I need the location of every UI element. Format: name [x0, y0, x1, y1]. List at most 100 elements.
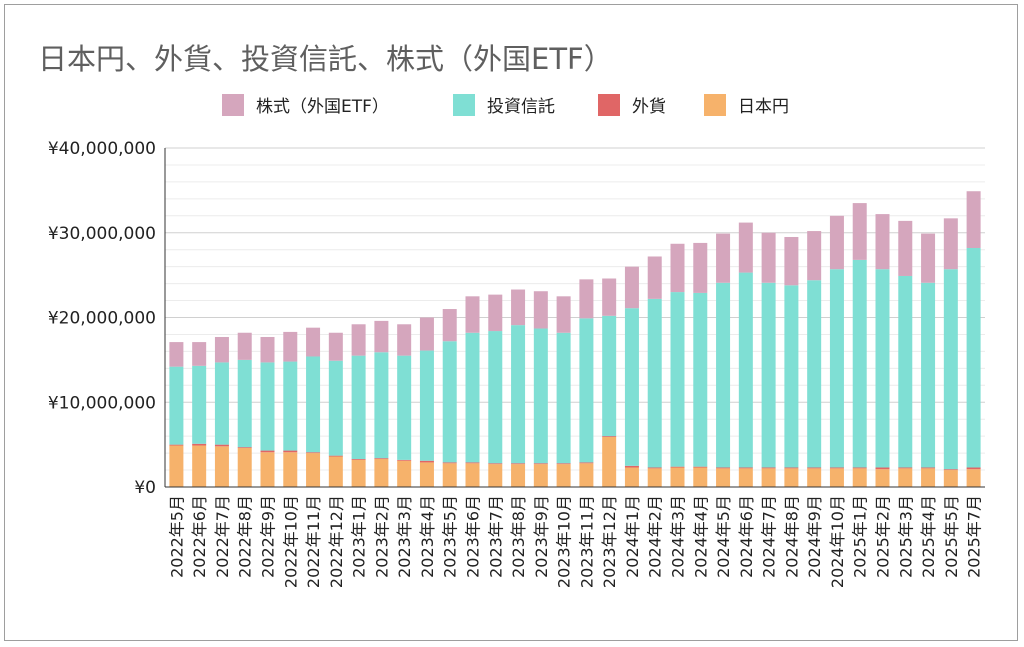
bar-segment-2 — [214, 362, 229, 445]
bar-segment-1 — [966, 467, 981, 470]
legend-item-funds[interactable]: 投資信託 — [453, 92, 555, 117]
bar-segment-0 — [283, 452, 298, 487]
x-tick-label: 2024年4月 — [691, 495, 710, 578]
bar-segment-0 — [306, 453, 321, 487]
bar-segment-0 — [442, 463, 457, 487]
bar-segment-3 — [260, 336, 275, 363]
bar-segment-3 — [488, 294, 503, 332]
x-tick-label: 2023年9月 — [532, 495, 551, 578]
bar-segment-3 — [237, 332, 252, 360]
bar-segment-1 — [647, 467, 662, 469]
bar-segment-0 — [419, 462, 434, 487]
bar-segment-1 — [169, 444, 184, 446]
x-tick-label: 2022年12月 — [327, 495, 346, 588]
bar-segment-1 — [761, 467, 776, 469]
bar-segment-2 — [966, 248, 981, 468]
x-tick-label: 2024年3月 — [669, 495, 688, 578]
x-tick-label: 2023年6月 — [464, 495, 483, 578]
bar-segment-2 — [328, 360, 343, 456]
x-tick-label: 2024年6月 — [737, 495, 756, 578]
bar-segment-3 — [351, 324, 366, 356]
bar-segment-2 — [579, 318, 594, 463]
chart-title: 日本円、外貨、投資信託、株式（外国ETF） — [38, 42, 613, 76]
bar-segment-3 — [738, 222, 753, 273]
bar-segment-3 — [511, 289, 526, 326]
bar-segment-3 — [829, 215, 844, 270]
x-tick-label: 2022年11月 — [304, 495, 323, 588]
bar-segment-0 — [328, 456, 343, 487]
bar-segment-1 — [328, 455, 343, 457]
bar-segment-3 — [647, 256, 662, 299]
bar-segment-3 — [283, 331, 298, 362]
bar-segment-2 — [624, 308, 639, 466]
bar-segment-1 — [442, 462, 457, 464]
bar-segment-2 — [397, 355, 412, 460]
bar-segment-3 — [898, 220, 913, 276]
x-tick-label: 2023年10月 — [555, 495, 574, 588]
bar-segment-0 — [602, 437, 617, 487]
legend-swatch-foreign-currency — [598, 93, 620, 116]
bar-segment-1 — [921, 467, 936, 469]
bar-segment-0 — [351, 459, 366, 487]
bar-segment-2 — [169, 366, 184, 445]
bar-segment-3 — [943, 218, 958, 270]
legend-swatch-funds — [453, 93, 475, 116]
bar-segment-2 — [693, 292, 708, 467]
bar-segment-1 — [465, 462, 480, 464]
bar-segment-2 — [670, 292, 685, 467]
bar-segment-3 — [966, 191, 981, 248]
legend-item-stocks[interactable]: 株式（外国ETF） — [222, 92, 389, 117]
legend-item-foreign-currency[interactable]: 外貨 — [598, 92, 666, 117]
bar-segment-1 — [192, 443, 207, 446]
bar-segment-3 — [306, 327, 321, 357]
bar-segment-3 — [465, 296, 480, 333]
x-tick-label: 2023年11月 — [577, 495, 596, 588]
legend-item-jpy[interactable]: 日本円 — [704, 92, 789, 117]
y-tick-label: ¥40,000,000 — [48, 139, 156, 159]
bar-segment-0 — [716, 468, 731, 487]
x-tick-label: 2022年10月 — [281, 495, 300, 588]
bar-segment-2 — [283, 361, 298, 451]
bar-segment-0 — [807, 468, 822, 487]
legend-label-jpy: 日本円 — [738, 97, 789, 117]
bar-segment-1 — [533, 463, 548, 465]
bar-segment-0 — [829, 468, 844, 487]
bar-segment-3 — [374, 320, 389, 353]
x-tick-label: 2023年12月 — [600, 495, 619, 588]
y-tick-label: ¥10,000,000 — [48, 393, 156, 413]
legend-label-foreign-currency: 外貨 — [632, 97, 666, 117]
bar-segment-3 — [579, 279, 594, 319]
bar-segment-1 — [829, 467, 844, 469]
bar-segment-3 — [556, 296, 571, 333]
bar-segment-2 — [898, 275, 913, 468]
bar-segment-3 — [807, 231, 822, 281]
bar-segment-0 — [898, 468, 913, 487]
x-tick-label: 2023年7月 — [486, 495, 505, 578]
bar-segment-3 — [602, 278, 617, 316]
bar-segment-0 — [260, 452, 275, 487]
bar-segment-1 — [670, 466, 685, 468]
bar-segment-2 — [306, 356, 321, 453]
bar-segment-0 — [579, 463, 594, 487]
bar-segment-3 — [533, 291, 548, 329]
bar-segment-2 — [852, 259, 867, 468]
x-tick-label: 2025年5月 — [942, 495, 961, 578]
bar-segment-1 — [306, 452, 321, 454]
legend-label-stocks: 株式（外国ETF） — [256, 97, 389, 117]
x-tick-label: 2024年9月 — [805, 495, 824, 578]
bar-segment-1 — [852, 467, 867, 469]
bar-segment-1 — [738, 467, 753, 469]
bar-segment-0 — [511, 464, 526, 487]
bar-segment-0 — [556, 464, 571, 487]
bar-segment-0 — [966, 469, 981, 487]
bar-segment-1 — [784, 467, 799, 469]
x-tick-label: 2025年2月 — [874, 495, 893, 578]
bar-segment-3 — [397, 324, 412, 356]
bar-segment-3 — [693, 242, 708, 293]
bar-segment-1 — [693, 466, 708, 468]
bar-segment-2 — [602, 315, 617, 437]
bar-segment-2 — [237, 359, 252, 448]
x-tick-label: 2022年9月 — [259, 495, 278, 578]
bar-segment-2 — [511, 325, 526, 464]
bar-segment-2 — [647, 298, 662, 468]
